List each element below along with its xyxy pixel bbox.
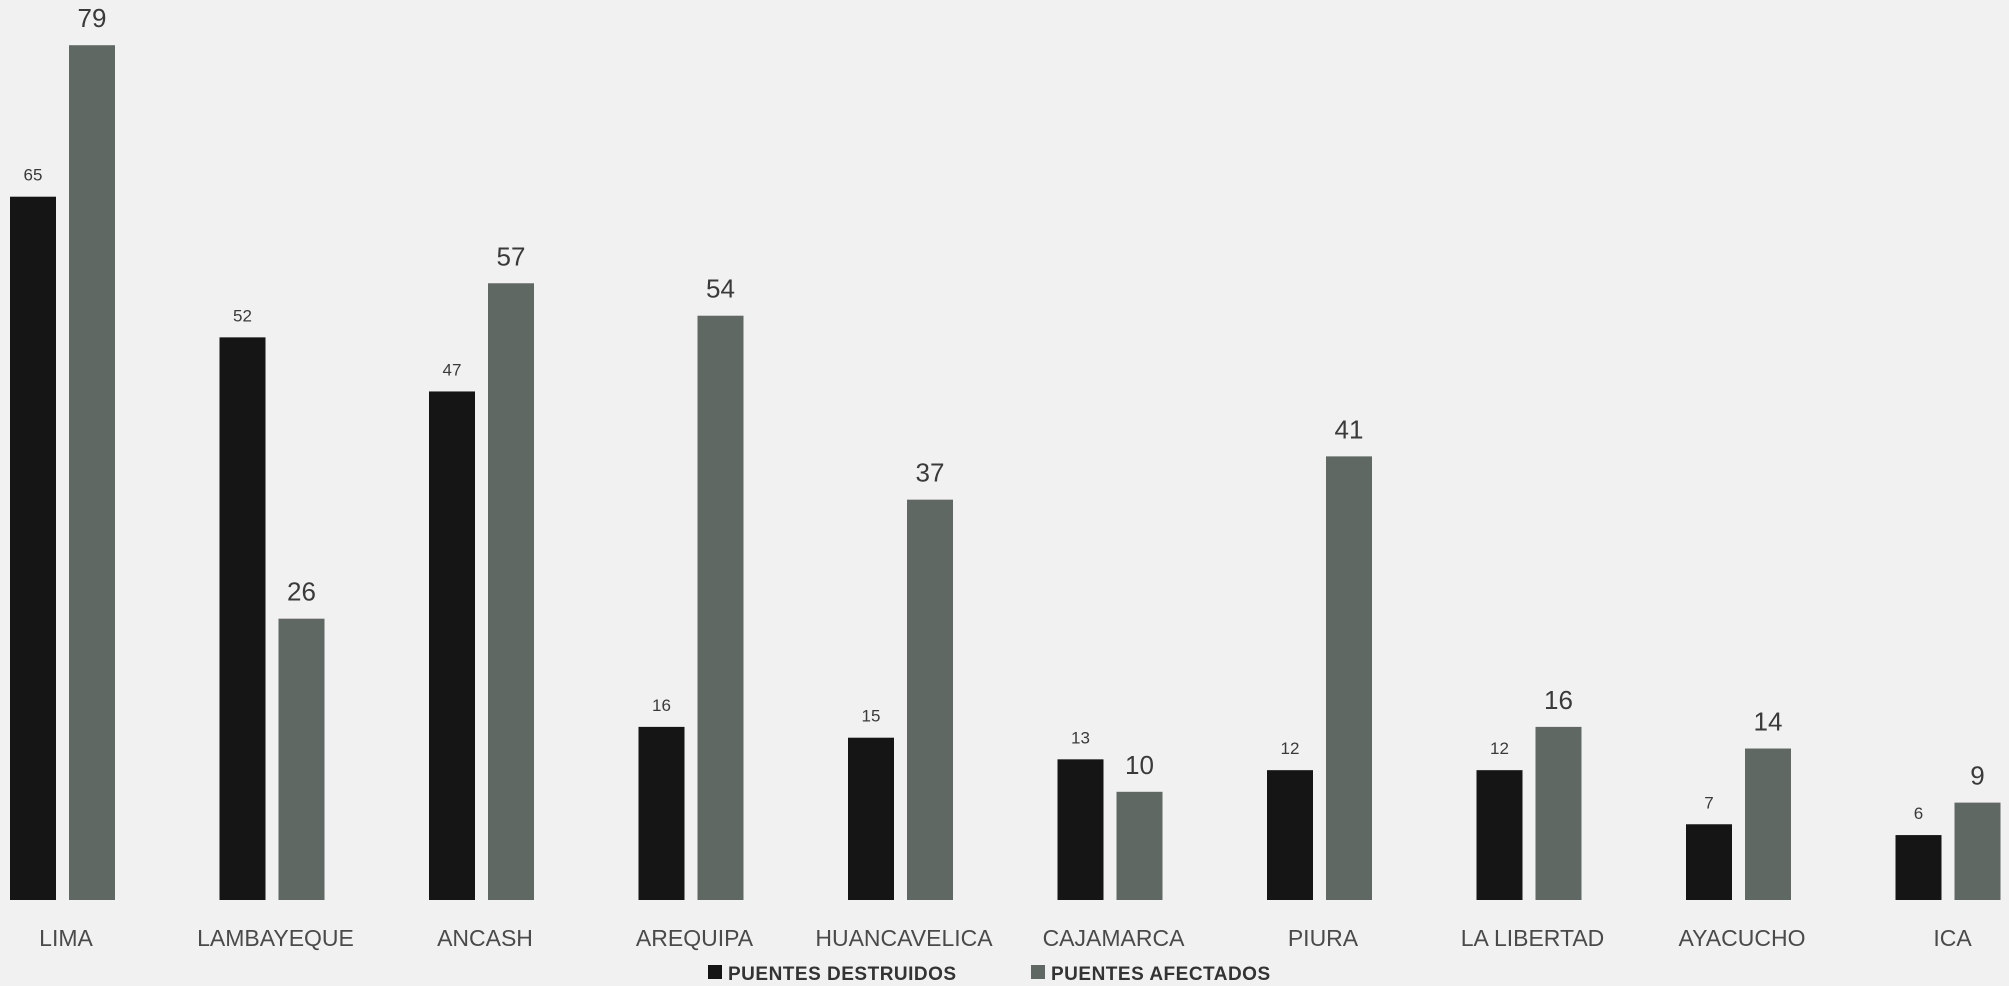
bars-layer <box>10 45 2001 901</box>
value-label-puentes-destruidos-la-libertad: 12 <box>1490 739 1509 758</box>
category-label-la-libertad: LA LIBERTAD <box>1461 925 1605 951</box>
bar-puentes-afectados-la-libertad <box>1535 726 1582 900</box>
value-label-puentes-destruidos-lambayeque: 52 <box>233 306 252 325</box>
value-label-puentes-afectados-huancavelica: 37 <box>916 458 945 488</box>
bar-puentes-destruidos-ancash <box>429 391 475 900</box>
category-label-piura: PIURA <box>1288 925 1359 951</box>
value-label-puentes-destruidos-ancash: 47 <box>443 360 462 379</box>
legend-swatch-puentes-destruidos <box>708 965 722 979</box>
bar-puentes-destruidos-lima <box>10 196 56 900</box>
bar-puentes-afectados-ayacucho <box>1745 748 1791 900</box>
bar-puentes-afectados-piura <box>1326 456 1372 900</box>
bar-puentes-afectados-cajamarca <box>1116 791 1163 900</box>
bar-puentes-destruidos-lambayeque <box>219 337 266 900</box>
category-label-lambayeque: LAMBAYEQUE <box>197 925 354 951</box>
bar-puentes-afectados-lambayeque <box>278 618 325 900</box>
value-label-puentes-afectados-cajamarca: 10 <box>1125 750 1154 780</box>
value-label-puentes-afectados-ica: 9 <box>1970 761 1984 791</box>
category-label-arequipa: AREQUIPA <box>636 925 754 951</box>
value-label-puentes-destruidos-lima: 65 <box>24 166 43 185</box>
value-label-puentes-destruidos-cajamarca: 13 <box>1071 728 1090 747</box>
bar-puentes-destruidos-ayacucho <box>1686 824 1732 900</box>
value-labels-layer: 65 79 52 26 47 57 16 54 15 37 13 10 12 41 12 16 7 14 6 9 <box>24 3 1985 823</box>
bar-puentes-afectados-ancash <box>488 283 534 900</box>
value-label-puentes-afectados-ancash: 57 <box>497 241 526 271</box>
category-label-lima: LIMA <box>39 925 93 951</box>
value-label-puentes-afectados-ayacucho: 14 <box>1754 707 1783 737</box>
value-label-puentes-destruidos-ayacucho: 7 <box>1704 793 1713 812</box>
value-label-puentes-afectados-lambayeque: 26 <box>287 577 316 607</box>
value-label-puentes-destruidos-huancavelica: 15 <box>862 707 881 726</box>
category-label-huancavelica: HUANCAVELICA <box>815 925 993 951</box>
category-label-ayacucho: AYACUCHO <box>1679 925 1806 951</box>
bar-puentes-destruidos-cajamarca <box>1057 759 1104 900</box>
legend-label-puentes-afectados: PUENTES AFECTADOS <box>1051 964 1271 985</box>
bar-puentes-destruidos-arequipa <box>638 726 685 900</box>
legend: PUENTES DESTRUIDOS PUENTES AFECTADOS <box>708 964 1271 985</box>
value-label-puentes-destruidos-piura: 12 <box>1281 739 1300 758</box>
value-label-puentes-afectados-piura: 41 <box>1335 414 1364 444</box>
value-label-puentes-afectados-arequipa: 54 <box>706 274 735 304</box>
category-label-ancash: ANCASH <box>437 925 533 951</box>
category-labels-layer: LIMA LAMBAYEQUE ANCASH AREQUIPA HUANCAVELICA… <box>39 925 1972 951</box>
bar-puentes-afectados-ica <box>1954 802 2001 900</box>
legend-swatch-puentes-afectados <box>1031 965 1045 979</box>
bar-puentes-afectados-lima <box>69 45 115 901</box>
bar-puentes-destruidos-la-libertad <box>1476 770 1523 900</box>
bar-puentes-destruidos-piura <box>1267 770 1313 900</box>
value-label-puentes-afectados-la-libertad: 16 <box>1544 685 1573 715</box>
value-label-puentes-destruidos-arequipa: 16 <box>652 696 671 715</box>
value-label-puentes-destruidos-ica: 6 <box>1914 804 1923 823</box>
category-label-ica: ICA <box>1933 925 1972 951</box>
bar-puentes-destruidos-huancavelica <box>848 737 894 900</box>
value-label-puentes-afectados-lima: 79 <box>78 3 107 33</box>
category-label-cajamarca: CAJAMARCA <box>1043 925 1186 951</box>
bar-puentes-afectados-arequipa <box>697 315 744 901</box>
bar-puentes-destruidos-ica <box>1895 835 1942 900</box>
legend-label-puentes-destruidos: PUENTES DESTRUIDOS <box>728 964 957 985</box>
bar-puentes-afectados-huancavelica <box>907 499 953 900</box>
